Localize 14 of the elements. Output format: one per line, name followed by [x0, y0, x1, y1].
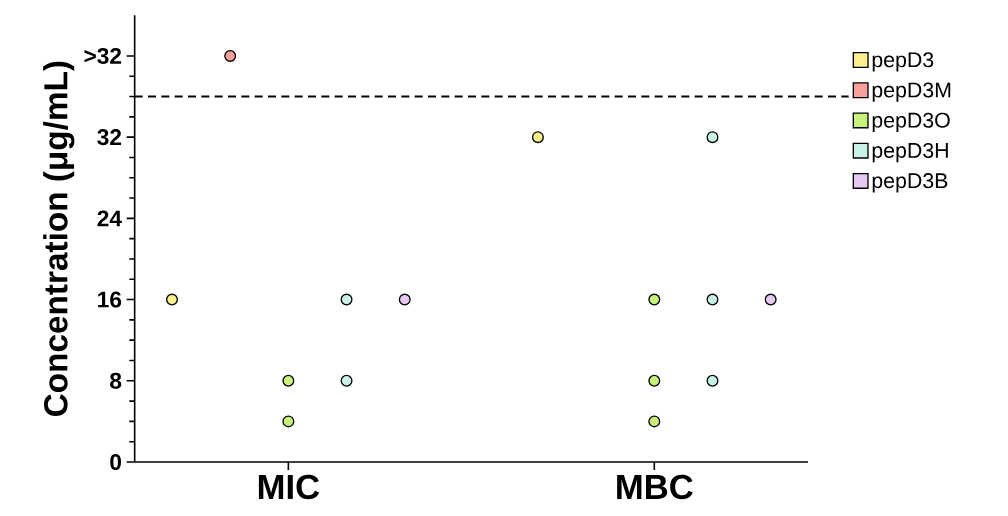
- y-tick-label: 32: [97, 129, 122, 146]
- y-tick-label: 24: [97, 210, 122, 227]
- legend-label: pepD3M: [872, 82, 951, 102]
- y-tick-label: 0: [110, 453, 122, 471]
- y-tick-label: 16: [98, 291, 122, 308]
- y-tick-label: 8: [110, 372, 122, 389]
- legend-label: pepD3O: [872, 112, 950, 132]
- y-tick-label: >32: [84, 47, 122, 64]
- x-tick-label: MIC: [258, 474, 320, 500]
- legend-label: pepD3: [872, 52, 934, 72]
- x-tick-label: MBC: [617, 474, 693, 500]
- legend-label: pepD3H: [872, 142, 948, 163]
- legend-label: pepD3B: [872, 173, 948, 193]
- y-axis-title: Concentration (μg/mL): [43, 61, 75, 416]
